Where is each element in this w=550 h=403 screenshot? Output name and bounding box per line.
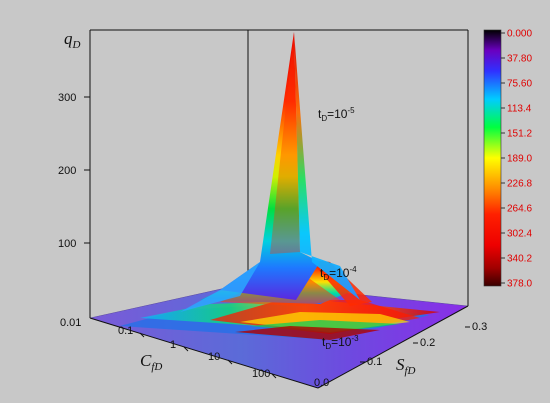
y-tick-label: 0.2 (420, 337, 435, 349)
surface-floor (89, 282, 469, 389)
annotation-td-1e-5: tD=10-5 (318, 106, 355, 123)
y-tick-label: 0.1 (367, 356, 382, 368)
z-axis: 100 200 300 qD (58, 29, 90, 250)
series-annotations: tD=10-5 tD=10-4 tD=10-3 (318, 106, 359, 351)
z-tick-label: 300 (58, 92, 76, 104)
colorbar-tick-label: 378.0 (507, 279, 532, 290)
colorbar-tick-label: 75.60 (507, 79, 532, 90)
axis-front-edges (89, 305, 469, 389)
x-axis-title: CfD (140, 351, 162, 373)
z-tick-label: 100 (58, 238, 76, 250)
colorbar-tick-label: 0.000 (507, 29, 532, 40)
x-tick-label: 0.1 (118, 325, 133, 337)
x-tick-label: 0.01 (60, 317, 81, 329)
colorbar-gradient (483, 29, 502, 287)
colorbar-tick-label: 226.8 (507, 179, 532, 190)
z-axis-title: qD (64, 29, 81, 51)
x-tick-label: 10 (208, 351, 220, 363)
y-tick-label: 0.0 (314, 377, 329, 389)
y-tick-label: 0.3 (472, 321, 487, 333)
colorbar-tick-label: 340.2 (507, 254, 532, 265)
y-axis-title: SfD (396, 355, 416, 377)
annotation-td-1e-4: tD=10-4 (320, 265, 357, 282)
colorbar-tick-label: 264.6 (507, 204, 532, 215)
x-tick-mark (271, 373, 277, 379)
colorbar-tick-label: 113.4 (507, 104, 532, 115)
x-tick-label: 100 (252, 368, 270, 380)
y-axis: 0.0 0.1 0.2 0.3 SfD (314, 321, 487, 389)
x-tick-label: 1 (170, 339, 176, 351)
colorbar-tick-label: 189.0 (507, 154, 532, 165)
x-tick-mark (139, 332, 145, 338)
surface-spike (180, 32, 360, 312)
colorbar-tick-label: 302.4 (507, 229, 532, 240)
colorbar: 0.000 37.80 75.60 113.4 151.2 189.0 226.8 264.6… (483, 29, 532, 290)
annotation-td-1e-3: tD=10-3 (322, 334, 359, 351)
x-axis: 0.01 0.1 1 10 100 CfD (60, 317, 277, 380)
z-tick-label: 200 (58, 165, 76, 177)
x-tick-mark (227, 359, 233, 365)
axis-box (89, 29, 469, 318)
colorbar-tick-label: 151.2 (507, 129, 532, 140)
x-tick-mark (183, 346, 189, 352)
colorbar-tick-label: 37.80 (507, 54, 532, 65)
